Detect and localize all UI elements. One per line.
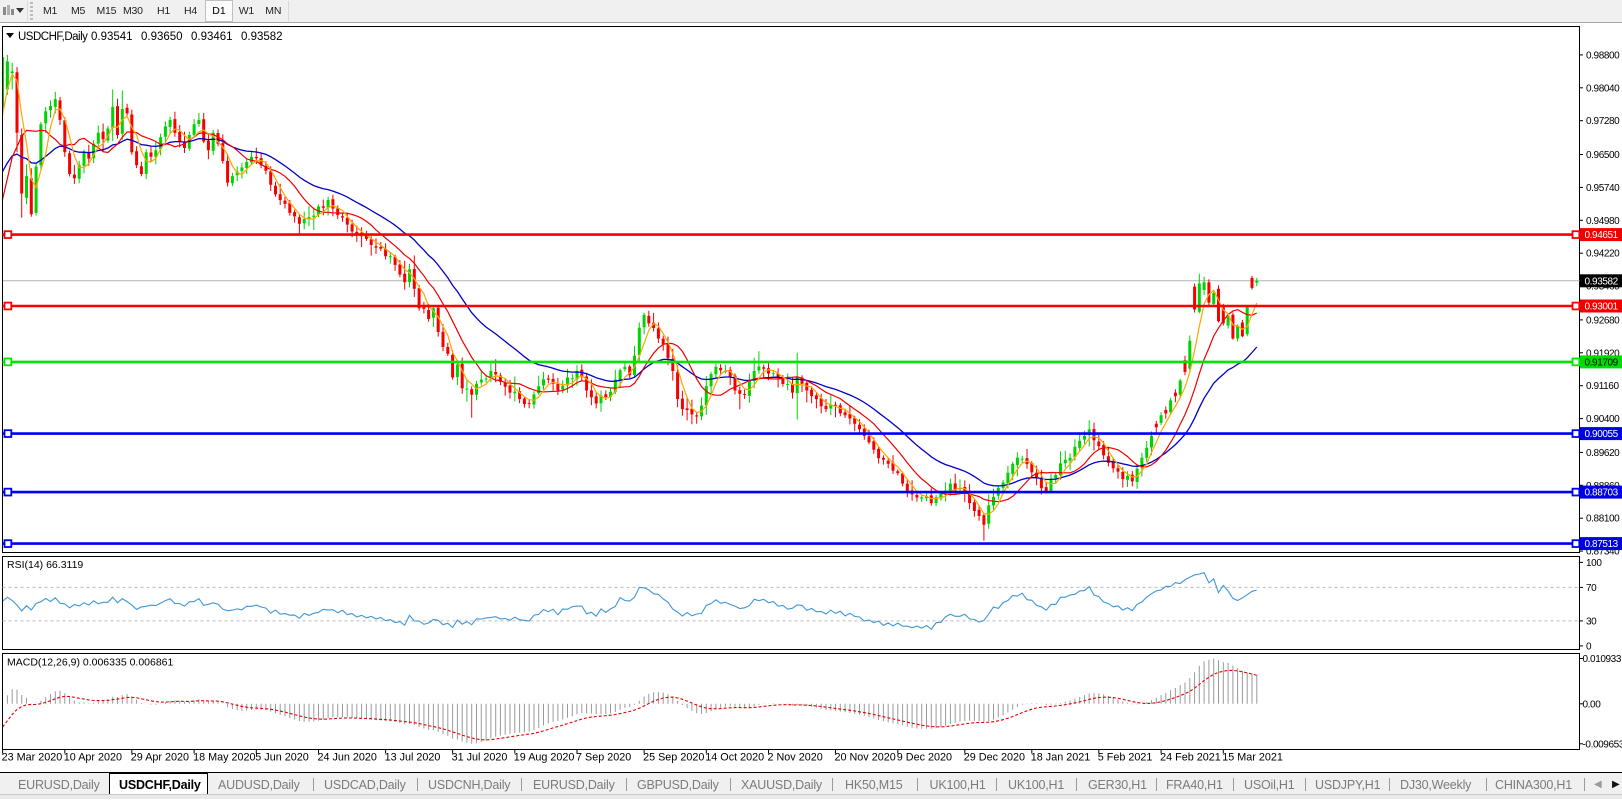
svg-text:20 Nov 2020: 20 Nov 2020	[835, 752, 896, 764]
svg-text:14 Oct 2020: 14 Oct 2020	[705, 752, 764, 764]
svg-text:29 Apr 2020: 29 Apr 2020	[131, 752, 189, 764]
svg-text:0.87513: 0.87513	[1585, 539, 1619, 550]
svg-text:0.93541: 0.93541	[91, 31, 133, 43]
svg-text:18 May 2020: 18 May 2020	[193, 752, 255, 764]
svg-text:USDCHF,Daily: USDCHF,Daily	[18, 31, 88, 43]
svg-text:0.90400: 0.90400	[1586, 414, 1620, 425]
svg-text:70: 70	[1586, 583, 1597, 594]
svg-text:0.93001: 0.93001	[1585, 302, 1619, 313]
svg-text:0.91709: 0.91709	[1585, 357, 1619, 368]
svg-text:0.93582: 0.93582	[241, 31, 283, 43]
svg-text:0.93461: 0.93461	[191, 31, 233, 43]
svg-text:10 Apr 2020: 10 Apr 2020	[64, 752, 122, 764]
svg-text:100: 100	[1586, 558, 1602, 569]
svg-text:9 Dec 2020: 9 Dec 2020	[897, 752, 952, 764]
svg-text:24 Feb 2021: 24 Feb 2021	[1160, 752, 1221, 764]
svg-text:0.93582: 0.93582	[1585, 276, 1619, 287]
svg-text:2 Nov 2020: 2 Nov 2020	[768, 752, 823, 764]
svg-text:0.90055: 0.90055	[1585, 429, 1619, 440]
svg-text:5 Jun 2020: 5 Jun 2020	[255, 752, 308, 764]
svg-text:25 Sep 2020: 25 Sep 2020	[643, 752, 704, 764]
svg-text:0.88703: 0.88703	[1585, 488, 1619, 499]
svg-text:30: 30	[1586, 616, 1597, 627]
svg-text:15 Mar 2021: 15 Mar 2021	[1222, 752, 1283, 764]
svg-text:0.98040: 0.98040	[1586, 83, 1620, 94]
svg-text:MACD(12,26,9) 0.006335 0.00686: MACD(12,26,9) 0.006335 0.006861	[7, 657, 174, 669]
svg-text:5 Feb 2021: 5 Feb 2021	[1098, 752, 1153, 764]
svg-text:0.92680: 0.92680	[1586, 315, 1620, 326]
svg-text:29 Dec 2020: 29 Dec 2020	[964, 752, 1025, 764]
svg-text:0.94651: 0.94651	[1585, 230, 1619, 241]
svg-text:7 Sep 2020: 7 Sep 2020	[576, 752, 631, 764]
svg-text:13 Jul 2020: 13 Jul 2020	[385, 752, 441, 764]
svg-text:RSI(14) 66.3119: RSI(14) 66.3119	[7, 559, 83, 571]
svg-text:0.97280: 0.97280	[1586, 116, 1620, 127]
svg-text:0.95740: 0.95740	[1586, 183, 1620, 194]
svg-text:0.96500: 0.96500	[1586, 150, 1620, 161]
svg-text:0.94980: 0.94980	[1586, 216, 1620, 227]
svg-text:0.98800: 0.98800	[1586, 50, 1620, 61]
svg-text:18 Jan 2021: 18 Jan 2021	[1031, 752, 1090, 764]
svg-text:24 Jun 2020: 24 Jun 2020	[318, 752, 377, 764]
svg-text:0.010933: 0.010933	[1583, 654, 1622, 665]
svg-text:19 Aug 2020: 19 Aug 2020	[514, 752, 575, 764]
svg-text:-0.009653: -0.009653	[1583, 739, 1622, 750]
svg-text:0.93650: 0.93650	[141, 31, 183, 43]
svg-text:0.94220: 0.94220	[1586, 249, 1620, 260]
svg-text:0: 0	[1586, 641, 1592, 652]
svg-text:31 Jul 2020: 31 Jul 2020	[452, 752, 508, 764]
svg-text:0.00: 0.00	[1583, 699, 1602, 710]
svg-text:0.91160: 0.91160	[1586, 381, 1619, 392]
svg-text:0.89620: 0.89620	[1586, 448, 1620, 459]
svg-text:23 Mar 2020: 23 Mar 2020	[2, 752, 63, 764]
svg-text:0.88100: 0.88100	[1586, 514, 1620, 525]
